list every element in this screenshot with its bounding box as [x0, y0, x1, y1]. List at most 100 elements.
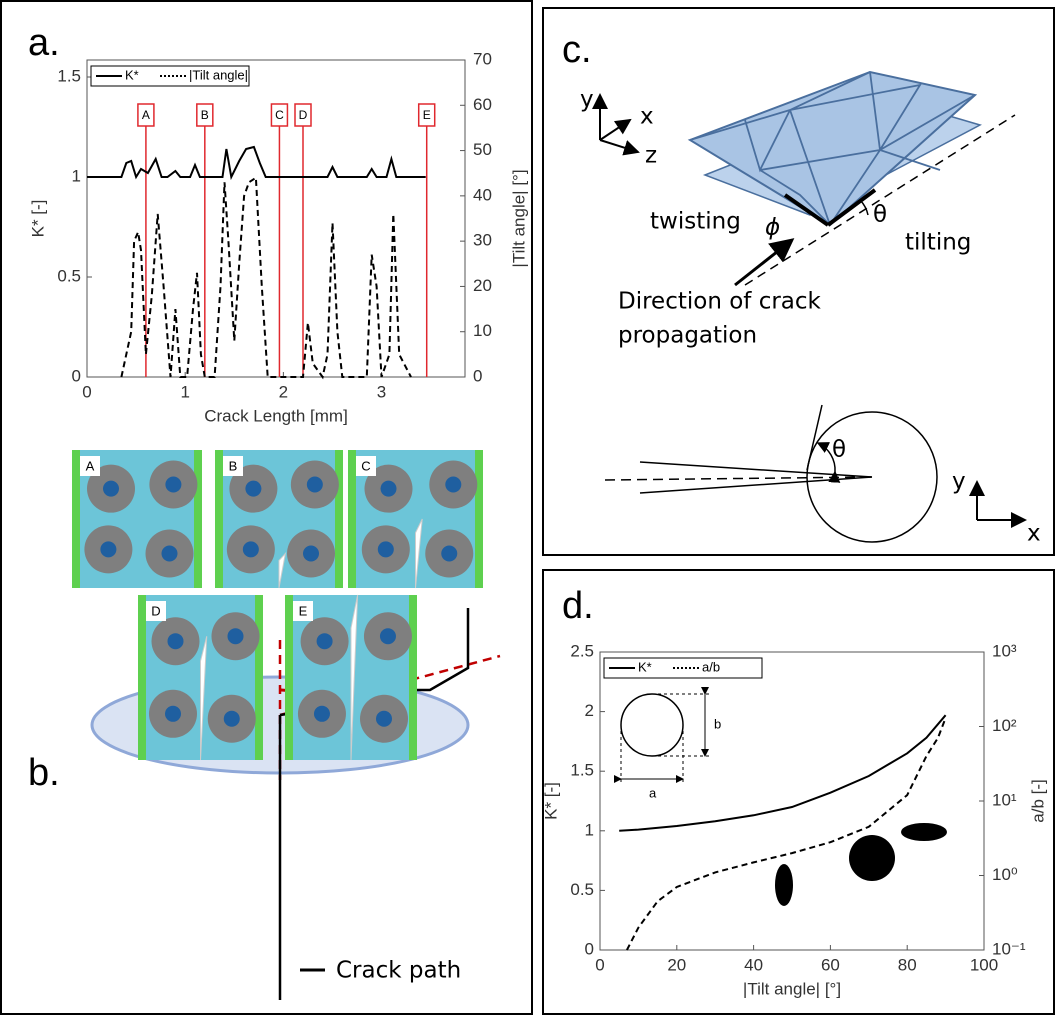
- edge: [285, 595, 293, 760]
- fiber-core: [162, 546, 178, 562]
- marker-label: A: [142, 108, 150, 122]
- micrograph: E: [285, 595, 417, 760]
- y2-tick-label: 10³: [992, 641, 1017, 660]
- y-tick-label: 0.5: [57, 266, 81, 285]
- y2-tick-label: 20: [473, 276, 492, 295]
- legend-label: Crack path: [336, 958, 461, 984]
- y2-tick-label: 10⁰: [992, 865, 1018, 884]
- y-tick-label: 1.5: [570, 761, 594, 780]
- y2-tick-label: 0: [473, 366, 482, 385]
- inset-label: b: [714, 716, 721, 731]
- fiber-core: [168, 633, 184, 649]
- edge: [215, 450, 223, 588]
- series-line: [121, 178, 411, 377]
- edge: [348, 450, 356, 588]
- fiber-core: [165, 477, 181, 493]
- legend-label: K*: [638, 659, 652, 674]
- inset-d: [621, 694, 947, 906]
- fiber-core: [307, 477, 323, 493]
- y-axis-label: K* [-]: [28, 200, 47, 238]
- x-tick-label: 1: [180, 382, 189, 401]
- y2-tick-label: 70: [473, 49, 492, 68]
- panel-label: c.: [562, 29, 592, 71]
- panel-frame: [543, 570, 1054, 1014]
- y-tick-label: 0.5: [570, 880, 594, 899]
- fiber-core: [245, 481, 261, 497]
- x-tick-label: 40: [744, 955, 763, 974]
- y2-tick-label: 10⁻¹: [992, 939, 1026, 958]
- micrograph-label: A: [86, 458, 95, 473]
- axis-name: x: [1027, 521, 1041, 547]
- y-tick-label: 1: [72, 166, 81, 185]
- marker-label: E: [423, 108, 431, 122]
- y-tick-label: 1: [585, 820, 594, 839]
- y-tick-label: 2: [585, 701, 594, 720]
- phi-label: ϕ: [765, 215, 780, 241]
- direction-label: propagation: [618, 323, 757, 349]
- x-tick-label: 2: [279, 382, 288, 401]
- y2-tick-label: 30: [473, 231, 492, 250]
- edge: [335, 450, 343, 588]
- micrograph-label: E: [299, 603, 308, 618]
- fiber-core: [165, 706, 181, 722]
- edge: [194, 450, 202, 588]
- fiber-core: [103, 481, 119, 497]
- y2-axis-label: |Tilt angle| [°]: [509, 169, 528, 267]
- legend-label: a/b: [702, 659, 720, 674]
- fiber-core: [441, 546, 457, 562]
- theta-label: θ: [832, 437, 846, 463]
- y2-tick-label: 60: [473, 95, 492, 114]
- micrograph-label: D: [151, 603, 160, 618]
- y2-tick-label: 10: [473, 321, 492, 340]
- legend-label: K*: [125, 67, 139, 82]
- y-tick-label: 0: [72, 366, 81, 385]
- legend-label: |Tilt angle|: [189, 67, 248, 82]
- axis-name: y: [952, 469, 966, 495]
- theta-label: θ: [873, 202, 887, 228]
- fiber-core: [317, 633, 333, 649]
- x-tick-label: 60: [821, 955, 840, 974]
- panel-label: b.: [28, 752, 60, 794]
- micrograph: A: [72, 450, 202, 588]
- y-tick-label: 1.5: [57, 66, 81, 85]
- fiber-core: [228, 628, 244, 644]
- axis-name: z: [645, 143, 657, 169]
- axis-name: y: [580, 87, 594, 113]
- panel-label: d.: [562, 585, 594, 627]
- x-axis-label: Crack Length [mm]: [204, 406, 348, 425]
- x-tick-label: 0: [82, 382, 91, 401]
- edge: [72, 450, 80, 588]
- y-tick-label: 2.5: [570, 641, 594, 660]
- y-tick-label: 0: [585, 939, 594, 958]
- y2-tick-label: 40: [473, 185, 492, 204]
- y-axis-label: K* [-]: [541, 782, 560, 820]
- x-tick-label: 0: [595, 955, 604, 974]
- edge: [475, 450, 483, 588]
- fiber-core: [445, 477, 461, 493]
- x-tick-label: 20: [667, 955, 686, 974]
- axis-name: x: [640, 104, 654, 130]
- fiber-core: [243, 541, 259, 557]
- fiber-core: [378, 541, 394, 557]
- y2-tick-label: 10¹: [992, 790, 1017, 809]
- series-line: [87, 147, 426, 177]
- x-tick-label: 80: [898, 955, 917, 974]
- figure: a. b. c. d. θ Crack path y x z t: [0, 0, 1061, 1015]
- micrograph: B: [215, 450, 343, 588]
- y2-axis-label: a/b [-]: [1028, 779, 1047, 822]
- micrograph-label: C: [361, 458, 370, 473]
- tilting-label: tilting: [905, 230, 971, 256]
- edge: [255, 595, 263, 760]
- twisting-label: twisting: [650, 209, 741, 235]
- fiber-core: [314, 706, 330, 722]
- edge: [138, 595, 146, 760]
- direction-label: Direction of crack: [618, 289, 822, 315]
- fiber-core: [381, 481, 397, 497]
- edge: [409, 595, 417, 760]
- micrograph-label: B: [229, 458, 238, 473]
- series-line: [627, 718, 946, 950]
- marker-label: B: [201, 108, 209, 122]
- micrograph: C: [348, 450, 483, 588]
- x-tick-label: 3: [377, 382, 386, 401]
- fiber-core: [303, 546, 319, 562]
